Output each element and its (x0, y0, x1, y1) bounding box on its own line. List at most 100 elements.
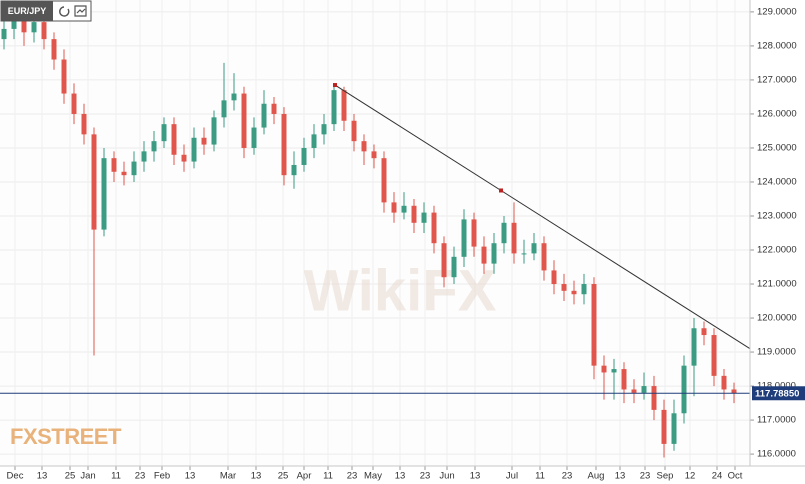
candle-body (521, 253, 527, 255)
candle-body (191, 137, 197, 162)
x-tick-label: Dec (7, 471, 24, 482)
candle-body (11, 18, 17, 29)
x-tick-label: 23 (562, 471, 573, 482)
x-tick-label: 13 (395, 471, 406, 482)
candle-body (731, 389, 737, 394)
trendline-anchor (499, 188, 503, 193)
candle-body (331, 90, 337, 125)
candle-body (1, 28, 7, 40)
y-tick-label: 120.0000 (757, 313, 797, 324)
candle-body (111, 158, 117, 172)
candle-body (291, 164, 297, 176)
candle-body (611, 369, 617, 373)
candle-body (411, 205, 417, 223)
candle-body (691, 328, 697, 366)
candle-body (361, 141, 367, 152)
x-tick-label: 25 (278, 471, 289, 482)
candle-body (711, 335, 717, 376)
chart-icon[interactable] (74, 5, 87, 17)
symbol-bg (1, 1, 53, 21)
x-tick-label: 13 (251, 471, 262, 482)
y-tick-label: 123.0000 (757, 211, 797, 222)
candle-body (491, 243, 497, 264)
candle-body (301, 147, 307, 165)
candle-body (621, 369, 627, 390)
candle-body (341, 90, 347, 121)
symbol: EUR/JPY (8, 6, 47, 16)
x-tick-label: Jun (439, 471, 454, 482)
candle-body (231, 93, 237, 101)
candle-body (391, 202, 397, 213)
candle-body (671, 413, 677, 444)
candle-body (581, 284, 587, 295)
x-tick-label: 23 (640, 471, 651, 482)
candle-body (51, 39, 57, 60)
refresh-icon[interactable] (59, 6, 70, 17)
candle-body (241, 93, 247, 148)
candle-body (181, 154, 187, 162)
y-tick-label: 127.0000 (757, 74, 797, 85)
x-tick-label: Jul (506, 471, 518, 482)
x-tick-label: 11 (323, 471, 333, 482)
y-tick-label: 122.0000 (757, 245, 797, 256)
candle-body (21, 18, 27, 33)
candle-body (531, 243, 537, 254)
x-tick-label: Oct (728, 471, 743, 482)
candle-body (551, 270, 557, 285)
candle-body (221, 100, 227, 118)
candle-body (311, 134, 317, 148)
y-tick-label: 126.0000 (757, 108, 797, 119)
y-tick-label: 124.0000 (757, 176, 797, 187)
symbol-box: EUR/JPY (0, 0, 92, 22)
watermark-fxstreet: FXSTREET (10, 424, 122, 449)
candle-body (541, 243, 547, 271)
candle-body (481, 246, 487, 264)
x-tick-label: 25 (65, 471, 76, 482)
x-tick-label: 13 (615, 471, 626, 482)
candle-body (471, 219, 477, 247)
x-tick-label: Sep (657, 471, 674, 482)
x-tick-label: 23 (135, 471, 146, 482)
candle-body (81, 113, 87, 135)
candle-body (321, 124, 327, 135)
candle-body (501, 222, 507, 244)
x-tick-label: 23 (420, 471, 431, 482)
candle-body (651, 386, 657, 410)
candle-body (451, 256, 457, 278)
candle-body (631, 389, 637, 393)
grid (0, 0, 754, 470)
candle-body (421, 212, 427, 223)
candle-body (261, 103, 267, 128)
candles (0, 11, 751, 458)
candle-body (401, 205, 407, 213)
candle-body (701, 328, 707, 336)
x-tick-label: Apr (297, 471, 312, 482)
x-tick-label: 13 (37, 471, 48, 482)
y-tick-label: 121.0000 (757, 279, 797, 290)
candle-body (161, 124, 167, 142)
last-price-label: 117.78850 (755, 388, 799, 399)
y-tick-label: 117.0000 (757, 415, 796, 426)
candle-body (511, 222, 517, 254)
x-tick-label: 13 (470, 471, 481, 482)
candle-body (371, 151, 377, 159)
candle-body (251, 127, 257, 148)
candle-body (141, 151, 147, 162)
candle-body (721, 375, 727, 390)
candle-body (41, 22, 47, 40)
candle-body (641, 386, 647, 393)
candle-body (591, 284, 597, 366)
x-tick-label: Aug (588, 471, 605, 482)
last-price-box (752, 386, 805, 401)
watermark-wikifx: WikiFX (304, 258, 497, 323)
x-tick-label: 24 (712, 471, 723, 482)
trendline (334, 84, 751, 350)
x-tick-label: Feb (154, 471, 170, 482)
y-tick-label: 118.0000 (757, 381, 796, 392)
candle-body (561, 284, 567, 291)
candle-body (601, 365, 607, 373)
candle-body (71, 93, 77, 114)
candle-body (171, 124, 177, 155)
candle-body (281, 113, 287, 176)
